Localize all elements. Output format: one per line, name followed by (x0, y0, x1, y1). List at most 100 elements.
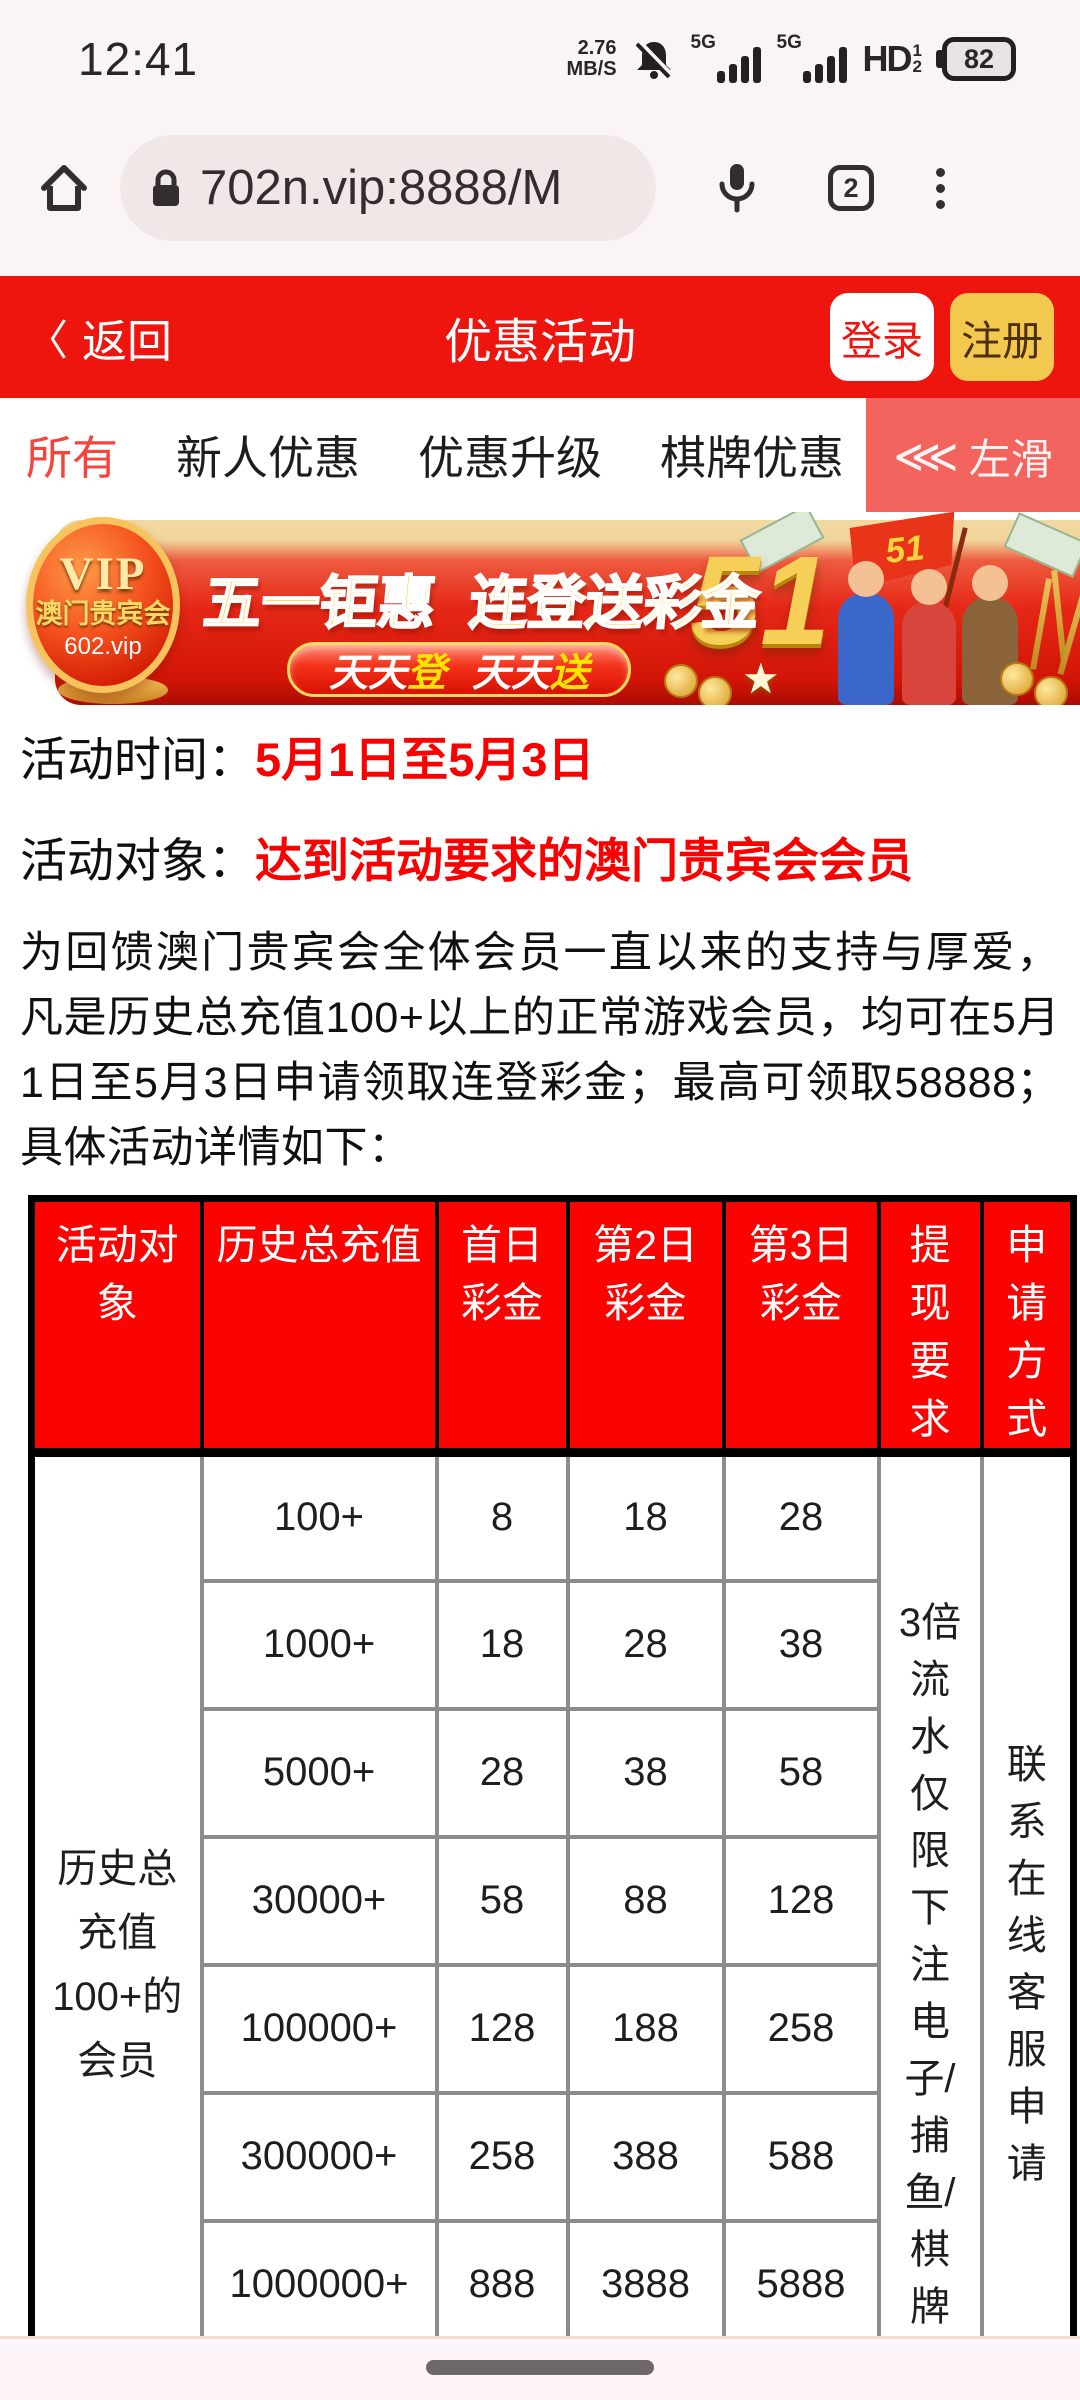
gold-coin (1000, 662, 1034, 696)
signal-2-label: 5G (776, 32, 802, 53)
table-row: 5000+ 28 38 58 (32, 1706, 1074, 1839)
table-cell: 18 (565, 1450, 726, 1583)
status-bar: 12:41 2.76 MB/S 5G (0, 24, 1080, 94)
back-button[interactable]: 〈 返回 (26, 305, 172, 370)
table-cell: 128 (721, 1834, 881, 1967)
signal-1-label: 5G (690, 32, 716, 53)
status-icons: 2.76 MB/S 5G 5G (567, 32, 1016, 86)
tab-all[interactable]: 所有 (26, 432, 118, 484)
worker-figure (838, 561, 894, 705)
address-bar[interactable]: 702n.vip:8888/M (120, 135, 656, 241)
table-cell: 30000+ (199, 1834, 439, 1967)
activity-target-value: 达到活动要求的澳门贵宾会会员 (255, 834, 913, 887)
tab-upgrade[interactable]: 优惠升级 (418, 432, 602, 484)
vip-label: VIP (59, 547, 147, 600)
bonus-table: 活动对 象 历史总充值 首日 彩金 第2日 彩金 第3日 彩金 提 现 要 求 … (28, 1195, 1077, 2400)
network-speed: 2.76 MB/S (567, 38, 617, 80)
url-text: 702n.vip:8888/M (200, 161, 563, 215)
home-indicator[interactable] (426, 2360, 654, 2375)
swipe-hint-label: 左滑 (968, 435, 1053, 483)
table-cell: 888 (434, 2218, 570, 2351)
lock-icon (146, 166, 186, 210)
activity-target-line: 活动对象： 达到活动要求的澳门贵宾会会员 (20, 822, 1060, 891)
slogan-part: 登 (406, 651, 446, 695)
table-cell: 5888 (721, 2218, 881, 2351)
table-cell: 188 (565, 1962, 726, 2095)
banner-slogan-button: 天天登天天送 (287, 642, 631, 697)
browser-toolbar: 702n.vip:8888/M 2 (0, 118, 1080, 258)
flag-number: 51 (883, 528, 927, 571)
withdraw-requirement-cell: 3倍 流 水 仅 限 下 注 电 子/ 捕 鱼/ 棋 牌 (876, 1450, 984, 2400)
header-activity-target: 活动对 象 (29, 1196, 204, 1457)
volte-hd-icon: HD 1 2 (863, 38, 922, 80)
table-cell: 258 (434, 2090, 570, 2223)
activity-time-label: 活动时间： (20, 733, 255, 786)
header-day2-bonus: 第2日 彩金 (565, 1196, 726, 1457)
header-day3-bonus: 第3日 彩金 (721, 1196, 881, 1457)
table-row: 100000+ 128 188 258 (32, 1962, 1074, 2095)
signal-2-icon: 5G (777, 32, 849, 86)
table-header-row: 活动对 象 历史总充值 首日 彩金 第2日 彩金 第3日 彩金 提 现 要 求 … (29, 1196, 1076, 1457)
table-cell: 28 (721, 1450, 881, 1583)
tab-count: 2 (843, 172, 859, 203)
battery-level: 82 (963, 43, 995, 74)
speed-value: 2.76 (577, 37, 617, 59)
table-cell: 5000+ (199, 1706, 439, 1839)
home-icon[interactable] (36, 160, 92, 216)
table-cell: 388 (565, 2090, 726, 2223)
slogan-part: 天天 (472, 651, 551, 695)
header-total-deposit: 历史总充值 (199, 1196, 439, 1457)
table-row: 历史总 充值 100+的 会员 100+ 8 18 28 3倍 流 水 仅 限 … (29, 1450, 1076, 2400)
table-cell: 8 (434, 1450, 570, 1583)
banner-headline: 五一钜惠 连登送彩金 (200, 556, 764, 640)
table-cell: 3888 (565, 2218, 726, 2351)
back-chevron-icon: 〈 (26, 316, 69, 364)
table-cell: 100+ (199, 1450, 439, 1583)
table-cell: 1000000+ (199, 2218, 439, 2351)
slogan-part: 天天 (328, 651, 407, 695)
triple-chevron-left-icon: ⋘ (893, 430, 959, 482)
tab-boardgames[interactable]: 棋牌优惠 (660, 432, 844, 484)
promo-banner[interactable]: 51 51 ★ VIP 澳门贵宾会 602.vip 五一钜惠 连登送彩金 天天登天… (0, 512, 1080, 705)
table-cell: 100000+ (199, 1962, 439, 2095)
swipe-left-hint[interactable]: ⋘ 左滑 (866, 398, 1080, 512)
table-cell: 28 (434, 1706, 570, 1839)
member-group-cell: 历史总 充值 100+的 会员 (29, 1450, 204, 2400)
activity-description: 为回馈澳门贵宾会全体会员一直以来的支持与厚爱，凡是历史总充值100+以上的正常游… (20, 929, 1060, 1172)
login-button[interactable]: 登录 (830, 293, 934, 381)
header-withdraw-requirement: 提 现 要 求 (876, 1196, 984, 1457)
brand-label: 澳门贵宾会 (35, 598, 171, 629)
header-apply-method: 申 请 方 式 (979, 1196, 1076, 1457)
gold-coin (664, 664, 698, 698)
worker-figure (902, 569, 956, 705)
worker-figure (962, 565, 1018, 705)
table-row: 1000+ 18 28 38 (32, 1578, 1074, 1711)
tab-switcher-button[interactable]: 2 (828, 165, 874, 211)
battery-icon: 82 (936, 37, 1016, 81)
register-button[interactable]: 注册 (950, 293, 1054, 381)
table-cell: 258 (721, 1962, 881, 2095)
browser-menu-icon[interactable] (936, 167, 945, 209)
table-cell: 1000+ (199, 1578, 439, 1711)
table-cell: 18 (434, 1578, 570, 1711)
signal-1-icon: 5G (691, 32, 763, 86)
table-cell: 588 (721, 2090, 881, 2223)
tab-newcomer[interactable]: 新人优惠 (176, 432, 360, 484)
speed-unit: MB/S (566, 58, 617, 80)
slogan-part: 送 (550, 651, 590, 695)
table-cell: 128 (434, 1962, 570, 2095)
star-icon: ★ (742, 655, 780, 702)
table-row: 300000+ 258 388 588 (32, 2090, 1074, 2223)
clock: 12:41 (78, 33, 199, 85)
brand-domain: 602.vip (64, 632, 142, 660)
mic-icon[interactable] (712, 160, 762, 216)
hd-label: HD (862, 38, 913, 79)
gold-coin (698, 676, 732, 705)
sim1-label: 1 (912, 41, 922, 60)
gold-coin (1034, 676, 1068, 705)
gesture-nav-bar (0, 2336, 1080, 2400)
table-cell: 300000+ (199, 2090, 439, 2223)
activity-time-value: 5月1日至5月3日 (255, 733, 595, 786)
back-label: 返回 (82, 315, 173, 367)
